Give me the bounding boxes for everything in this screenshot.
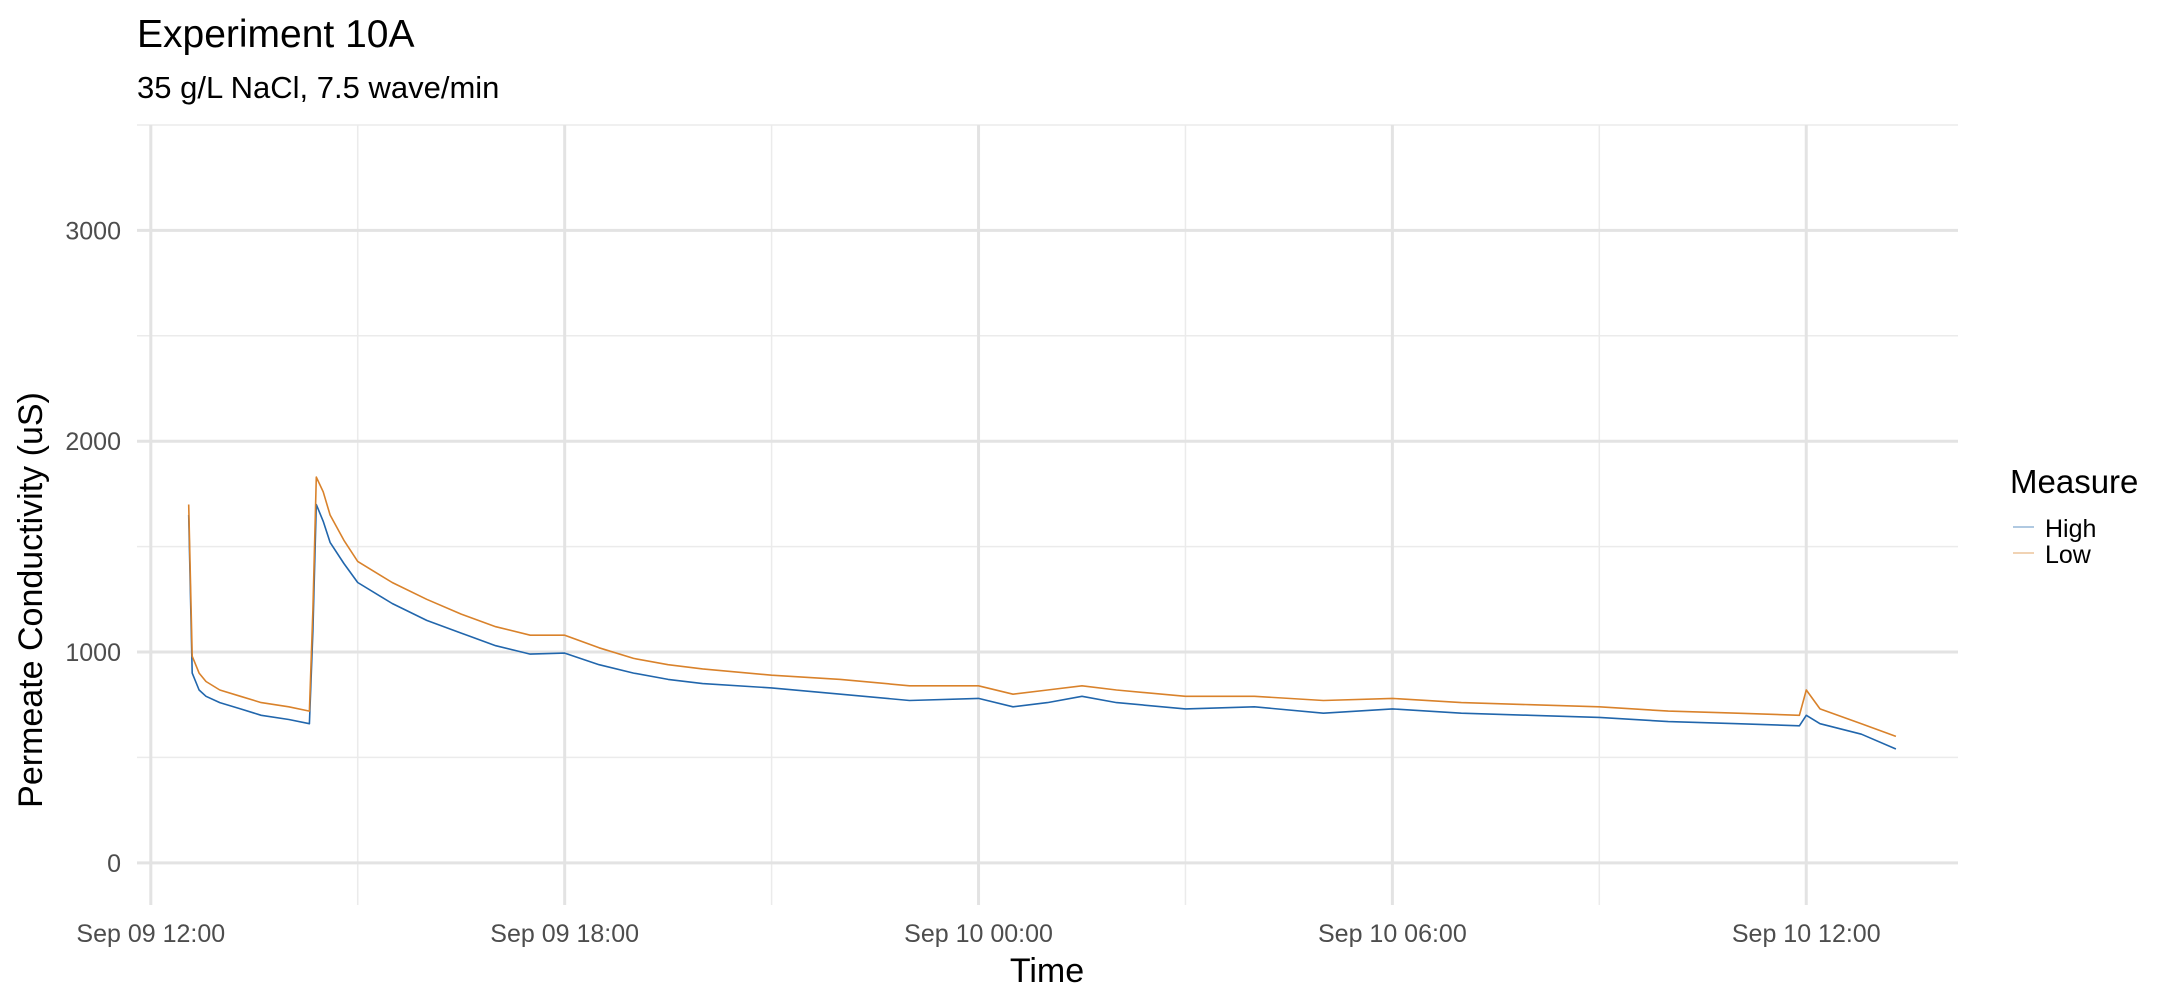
y-tick-label: 2000 [65,428,121,456]
series-line-high [187,503,1897,750]
legend: Measure High Low [2010,463,2138,569]
chart-subtitle: 35 g/L NaCl, 7.5 wave/min [137,70,499,105]
legend-label-low: Low [2045,541,2092,569]
series-layer [187,476,1897,750]
x-tick-label: Sep 09 12:00 [76,920,225,948]
legend-label-high: High [2045,515,2096,543]
y-axis-title: Permeate Conductivity (uS) [12,392,50,808]
tick-labels: 0 1000 2000 3000 Sep 09 12:00 Sep 09 18:00 Sep… [65,217,1880,948]
x-tick-label: Sep 09 18:00 [490,920,639,948]
grid [137,124,1958,905]
x-tick-label: Sep 10 06:00 [1318,920,1467,948]
x-tick-label: Sep 10 12:00 [1732,920,1881,948]
y-tick-label: 1000 [65,639,121,667]
legend-title: Measure [2010,463,2138,500]
x-axis-title: Time [1010,952,1084,990]
y-tick-label: 0 [107,850,121,878]
chart-title: Experiment 10A [137,13,414,56]
series-line-low [187,476,1897,738]
y-tick-label: 3000 [65,217,121,245]
x-tick-label: Sep 10 00:00 [904,920,1053,948]
